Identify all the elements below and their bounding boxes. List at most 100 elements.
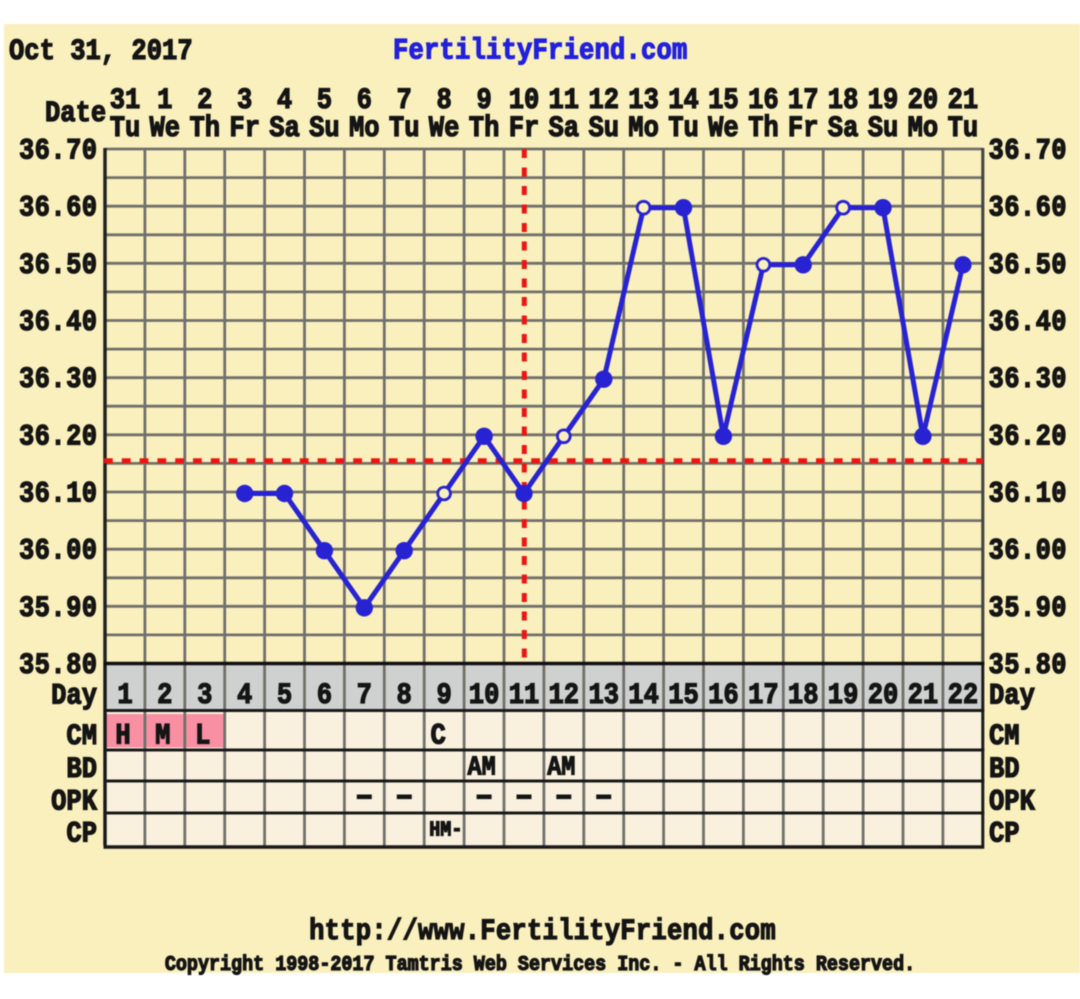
svg-text:BD: BD xyxy=(989,753,1020,786)
svg-text:36.20: 36.20 xyxy=(19,421,98,454)
svg-text:8: 8 xyxy=(436,84,451,117)
svg-text:Day: Day xyxy=(989,680,1035,713)
svg-text:12: 12 xyxy=(548,679,579,712)
svg-text:Mo: Mo xyxy=(908,112,939,145)
svg-text:L: L xyxy=(195,720,210,753)
svg-text:Sa: Sa xyxy=(548,112,579,145)
svg-text:17: 17 xyxy=(788,84,819,117)
svg-text:16: 16 xyxy=(708,679,739,712)
svg-text:35.90: 35.90 xyxy=(19,592,98,625)
svg-text:35.80: 35.80 xyxy=(989,649,1068,682)
svg-text:2: 2 xyxy=(157,679,172,712)
svg-text:36.00: 36.00 xyxy=(19,535,98,568)
svg-text:Fr: Fr xyxy=(788,112,819,145)
svg-text:CM: CM xyxy=(66,720,97,753)
svg-text:Su: Su xyxy=(309,112,340,145)
svg-text:36.20: 36.20 xyxy=(989,421,1068,454)
svg-text:3: 3 xyxy=(237,84,252,117)
svg-text:31: 31 xyxy=(110,84,141,117)
svg-text:14: 14 xyxy=(628,679,659,712)
svg-text:13: 13 xyxy=(588,679,619,712)
svg-text:1: 1 xyxy=(117,679,132,712)
svg-text:CP: CP xyxy=(989,818,1020,851)
svg-text:OPK: OPK xyxy=(51,786,97,819)
svg-text:Oct 31, 2017: Oct 31, 2017 xyxy=(9,35,193,68)
svg-text:11: 11 xyxy=(548,84,579,117)
svg-text:12: 12 xyxy=(588,84,619,117)
svg-text:Copyright 1998-2017 Tamtris We: Copyright 1998-2017 Tamtris Web Services… xyxy=(165,953,915,978)
svg-text:10: 10 xyxy=(509,84,540,117)
svg-text:36.70: 36.70 xyxy=(989,135,1068,168)
svg-text:5: 5 xyxy=(277,679,292,712)
svg-text:1: 1 xyxy=(157,84,172,117)
svg-text:Sa: Sa xyxy=(828,112,859,145)
svg-text:36.50: 36.50 xyxy=(19,249,98,282)
svg-text:Mo: Mo xyxy=(628,112,659,145)
svg-text:20: 20 xyxy=(908,84,939,117)
svg-text:9: 9 xyxy=(476,84,491,117)
svg-text:BD: BD xyxy=(66,753,97,786)
svg-text:Sa: Sa xyxy=(269,112,300,145)
svg-text:CP: CP xyxy=(66,818,97,851)
svg-text:15: 15 xyxy=(668,679,699,712)
svg-text:AM: AM xyxy=(547,752,575,783)
svg-text:CM: CM xyxy=(989,720,1020,753)
svg-text:8: 8 xyxy=(397,679,412,712)
svg-text:15: 15 xyxy=(708,84,739,117)
svg-text:Th: Th xyxy=(469,112,500,145)
svg-text:Day: Day xyxy=(51,680,97,713)
svg-text:35.80: 35.80 xyxy=(19,649,98,682)
svg-text:4: 4 xyxy=(277,84,292,117)
svg-text:9: 9 xyxy=(436,679,451,712)
svg-text:4: 4 xyxy=(237,679,252,712)
svg-text:http://www.FertilityFriend.com: http://www.FertilityFriend.com xyxy=(309,915,776,948)
svg-text:We: We xyxy=(708,112,739,145)
svg-text:H: H xyxy=(115,720,130,753)
svg-text:OPK: OPK xyxy=(989,786,1035,819)
svg-text:M: M xyxy=(155,720,170,753)
svg-text:22: 22 xyxy=(948,679,979,712)
svg-text:36.50: 36.50 xyxy=(989,249,1068,282)
svg-text:19: 19 xyxy=(828,679,859,712)
svg-text:21: 21 xyxy=(908,679,939,712)
svg-text:Su: Su xyxy=(868,112,899,145)
svg-text:36.60: 36.60 xyxy=(19,192,98,225)
svg-text:17: 17 xyxy=(748,679,779,712)
svg-text:36.00: 36.00 xyxy=(989,535,1068,568)
svg-text:Su: Su xyxy=(588,112,619,145)
svg-text:13: 13 xyxy=(628,84,659,117)
svg-text:7: 7 xyxy=(357,679,372,712)
svg-text:3: 3 xyxy=(197,679,212,712)
svg-text:Mo: Mo xyxy=(349,112,380,145)
svg-text:Tu: Tu xyxy=(668,112,699,145)
svg-text:36.40: 36.40 xyxy=(19,306,98,339)
svg-text:18: 18 xyxy=(788,679,819,712)
svg-text:AM: AM xyxy=(468,752,496,783)
svg-text:36.10: 36.10 xyxy=(19,478,98,511)
svg-text:6: 6 xyxy=(317,679,332,712)
svg-text:Tu: Tu xyxy=(948,112,979,145)
svg-text:35.90: 35.90 xyxy=(989,592,1068,625)
svg-text:14: 14 xyxy=(668,84,699,117)
svg-text:We: We xyxy=(429,112,460,145)
svg-text:Tu: Tu xyxy=(110,112,141,145)
svg-text:Th: Th xyxy=(189,112,220,145)
svg-text:6: 6 xyxy=(357,84,372,117)
svg-text:11: 11 xyxy=(509,679,540,712)
svg-text:36.70: 36.70 xyxy=(19,135,98,168)
svg-text:Date: Date xyxy=(45,97,106,130)
svg-text:FertilityFriend.com: FertilityFriend.com xyxy=(393,35,688,68)
svg-text:Tu: Tu xyxy=(389,112,420,145)
svg-text:36.10: 36.10 xyxy=(989,478,1068,511)
svg-text:C: C xyxy=(430,720,445,753)
svg-text:36.40: 36.40 xyxy=(989,306,1068,339)
svg-text:19: 19 xyxy=(868,84,899,117)
svg-text:36.60: 36.60 xyxy=(989,192,1068,225)
svg-text:36.30: 36.30 xyxy=(19,364,98,397)
svg-text:21: 21 xyxy=(948,84,979,117)
svg-text:16: 16 xyxy=(748,84,779,117)
svg-text:Th: Th xyxy=(748,112,779,145)
svg-text:We: We xyxy=(149,112,180,145)
svg-text:36.30: 36.30 xyxy=(989,364,1068,397)
svg-text:18: 18 xyxy=(828,84,859,117)
